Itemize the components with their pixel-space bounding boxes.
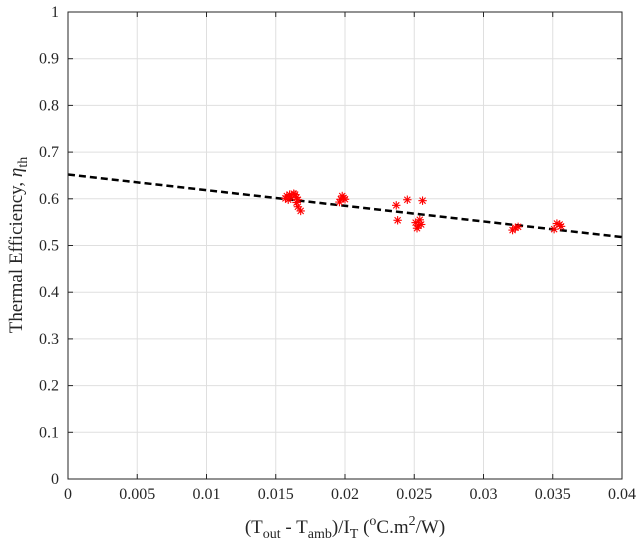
x-tick-label: 0.03 — [470, 486, 498, 503]
x-tick-label: 0 — [64, 486, 72, 503]
trend-line-group — [67, 173, 623, 239]
data-point — [513, 222, 523, 232]
x-tick-label: 0.005 — [119, 486, 155, 503]
linear-fit-line — [67, 173, 623, 239]
y-tick-label: 1 — [51, 4, 59, 21]
y-tick-label: 0.6 — [39, 191, 59, 208]
data-point — [556, 222, 566, 231]
data-points-group — [281, 189, 566, 235]
data-point — [393, 216, 402, 225]
data-point — [293, 202, 303, 211]
data-point — [293, 195, 303, 204]
y-tick-label: 0.2 — [39, 378, 59, 395]
data-point — [415, 215, 424, 225]
y-axis-title: Thermal Efficiency, ηth — [6, 157, 31, 333]
x-tick-label: 0.01 — [193, 486, 221, 503]
y-tick-label: 0.7 — [39, 144, 59, 161]
y-tick-label: 0.3 — [39, 331, 59, 348]
data-point — [296, 206, 305, 216]
y-tick-label: 0.9 — [39, 51, 59, 68]
data-point — [403, 195, 412, 204]
x-tick-label: 0.04 — [608, 486, 636, 503]
data-point — [392, 201, 401, 210]
y-tick-label: 0.8 — [39, 97, 59, 114]
y-tick-label: 0 — [51, 471, 59, 488]
data-point — [416, 220, 426, 229]
data-point — [340, 195, 350, 204]
x-axis-title: (Tout - Tamb)/IT (oC.m2/W) — [245, 514, 445, 542]
x-tick-label: 0.02 — [331, 486, 359, 503]
y-tick-label: 0.1 — [39, 424, 59, 441]
x-tick-label: 0.035 — [535, 486, 571, 503]
data-point — [418, 196, 427, 205]
y-tick-label: 0.5 — [39, 238, 59, 255]
x-tick-label: 0.015 — [258, 486, 294, 503]
x-tick-label: 0.025 — [396, 486, 432, 503]
axis-ticks: 0 0.005 0.01 0.015 0.02 0.025 0.03 0.035 0.04 0 0.… — [39, 4, 636, 503]
y-tick-label: 0.4 — [39, 284, 59, 301]
